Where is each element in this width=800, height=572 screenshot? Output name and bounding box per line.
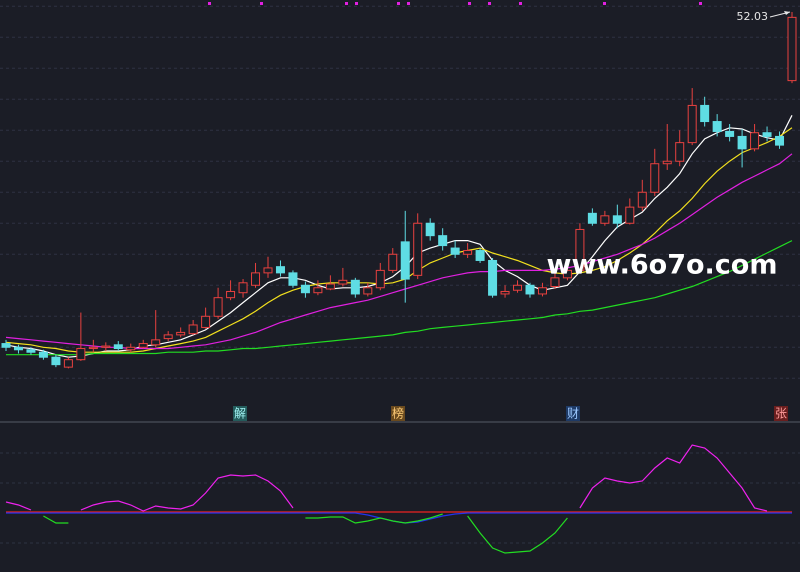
candle-body [587, 212, 597, 224]
candle-body [238, 282, 248, 294]
candle-body [625, 206, 635, 224]
candle-body [612, 215, 622, 224]
candle-body [750, 132, 760, 150]
candle-body [350, 279, 360, 295]
candle-body [38, 351, 48, 358]
candle-body [725, 130, 735, 137]
candle-body [662, 160, 672, 165]
candle-body [63, 359, 73, 368]
candle-body [288, 272, 298, 286]
candle-body [126, 346, 136, 351]
indicator-line [5, 501, 32, 511]
candle-body [138, 343, 148, 348]
candle-body [550, 277, 560, 288]
event-badge [774, 406, 788, 421]
candle-body [313, 287, 323, 294]
candle-body [76, 348, 86, 361]
candle-body [600, 215, 610, 224]
candle-body [226, 290, 236, 299]
top-markers [208, 2, 702, 5]
marker-dot [407, 2, 410, 5]
candle-body [775, 135, 785, 146]
event-badge-text: 张 [775, 407, 787, 421]
marker-dot [397, 2, 400, 5]
marker-dot [603, 2, 606, 5]
candle-body [251, 272, 261, 286]
moving-average-line [6, 240, 793, 356]
candle-body [513, 284, 523, 291]
candle-body [151, 339, 161, 346]
candle-body [375, 269, 385, 289]
candle-body [450, 247, 460, 255]
candle-body [537, 287, 547, 295]
candle-body [500, 290, 510, 295]
candle-body [275, 266, 285, 274]
candle-body [575, 228, 585, 271]
candle-body [762, 132, 772, 137]
candle-body [413, 222, 423, 276]
candle-body [525, 284, 535, 295]
marker-dot [345, 2, 348, 5]
candle-body [13, 346, 23, 351]
candle-body [338, 279, 348, 285]
indicator-line [80, 474, 294, 512]
marker-dot [260, 2, 263, 5]
candle-body [300, 284, 310, 294]
candle-body [787, 16, 797, 82]
candle-body [363, 287, 373, 295]
indicator-line [43, 515, 69, 524]
candle-body [201, 315, 211, 328]
marker-dot [488, 2, 491, 5]
candle-body [1, 343, 11, 348]
marker-dot [208, 2, 211, 5]
candle-body [388, 253, 398, 271]
candle-body [562, 269, 572, 279]
moving-average-line [5, 153, 793, 350]
candle-body [88, 346, 98, 350]
event-badge-text: 榜 [392, 406, 404, 421]
moving-average-line [5, 127, 793, 353]
candle-body [637, 191, 647, 208]
candle-body [700, 104, 710, 123]
marker-dot [699, 2, 702, 5]
candle-body [163, 334, 173, 340]
marker-dot [519, 2, 522, 5]
candle-body [263, 267, 273, 274]
event-badge [233, 406, 247, 421]
event-badge [566, 406, 580, 421]
indicator-line [467, 515, 568, 554]
candle-body [26, 349, 36, 353]
event-badge-text: 财 [567, 407, 579, 421]
indicator-line [579, 444, 768, 512]
event-badge [391, 406, 405, 421]
candle-body [687, 104, 697, 144]
high-price-arrowhead [784, 11, 790, 16]
candle-body [475, 250, 485, 261]
indicator-line [305, 513, 443, 524]
candle-body [325, 283, 335, 290]
candle-body [438, 235, 448, 247]
candle-body [488, 259, 498, 296]
candle-body [650, 163, 660, 193]
candle-body [188, 324, 198, 335]
candle-body [675, 142, 685, 162]
candle-body [213, 297, 223, 317]
marker-dot [355, 2, 358, 5]
watermark: www.6o7o.com [547, 250, 778, 281]
marker-dot [468, 2, 471, 5]
candle-body [113, 344, 123, 350]
candle-body [400, 241, 410, 280]
candle-body [176, 331, 186, 336]
candle-body [712, 121, 722, 132]
candle-body [737, 135, 747, 150]
candle-body [101, 345, 111, 348]
high-price-label: 52.03 [737, 10, 769, 23]
candle-body [51, 356, 61, 366]
event-badge-text: 解 [234, 407, 246, 421]
candle-body [425, 222, 435, 237]
candle-body [463, 250, 473, 255]
